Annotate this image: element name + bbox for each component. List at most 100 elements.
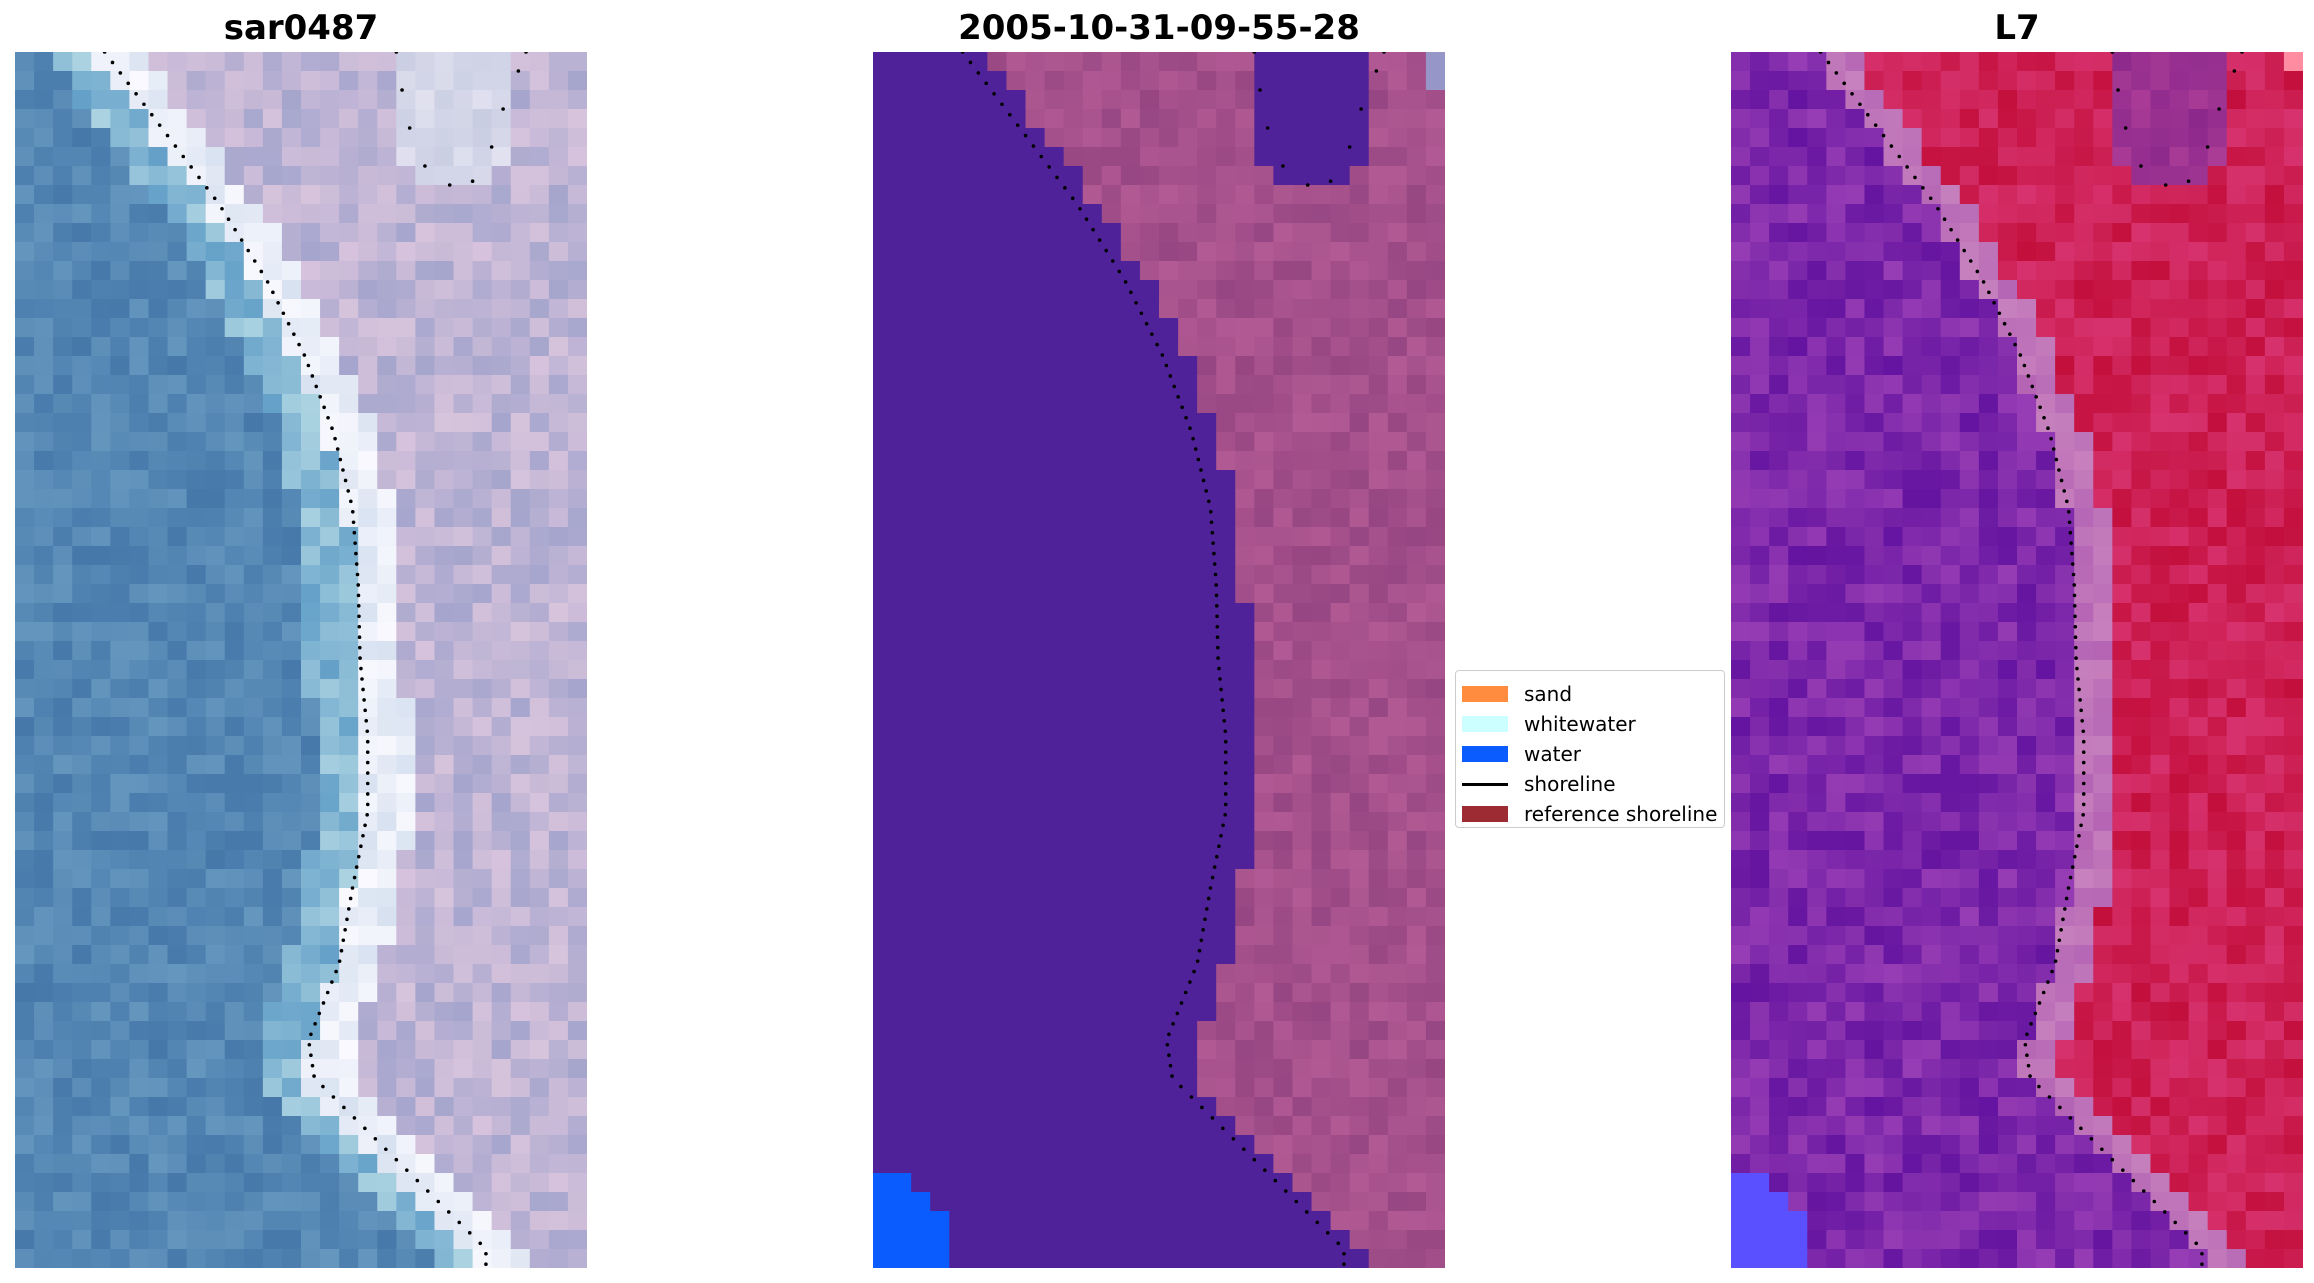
- ndwi-pixel: [1807, 356, 1827, 376]
- rgb-pixel: [301, 223, 321, 243]
- rgb-pixel: [148, 1135, 169, 1155]
- rgb-pixel: [491, 1135, 512, 1155]
- ndwi-pixel: [1845, 394, 1866, 414]
- ndwi-pixel: [2036, 52, 2056, 72]
- class-pixel: [1159, 1097, 1179, 1117]
- class-pixel: [873, 1021, 893, 1041]
- rgb-pixel: [510, 603, 531, 623]
- class-pixel: [1406, 603, 1427, 623]
- ndwi-pixel: [2055, 413, 2075, 433]
- rgb-pixel: [53, 717, 73, 737]
- rgb-pixel: [186, 470, 207, 490]
- rgb-pixel: [377, 641, 397, 661]
- shoreline-dot: [1212, 551, 1216, 556]
- class-pixel: [892, 394, 912, 414]
- class-pixel: [1235, 774, 1255, 794]
- class-pixel: [1330, 1249, 1351, 1268]
- rgb-pixel: [15, 1211, 35, 1231]
- ndwi-pixel: [2264, 337, 2285, 357]
- rgb-pixel: [167, 622, 188, 642]
- class-pixel: [1235, 223, 1255, 243]
- ndwi-pixel: [2169, 280, 2190, 300]
- rgb-pixel: [396, 565, 416, 585]
- rgb-pixel: [339, 337, 359, 357]
- ndwi-pixel: [2112, 584, 2132, 604]
- rgb-pixel: [529, 242, 550, 262]
- rgb-pixel: [396, 318, 416, 338]
- rgb-pixel: [110, 1230, 130, 1250]
- class-pixel: [1178, 1211, 1198, 1231]
- rgb-pixel: [72, 831, 92, 851]
- ndwi-pixel: [1940, 147, 1961, 167]
- rgb-pixel: [396, 356, 416, 376]
- rgb-pixel: [472, 831, 493, 851]
- class-pixel: [1178, 1154, 1198, 1174]
- rgb-pixel: [72, 432, 92, 452]
- class-pixel: [1273, 812, 1294, 832]
- class-pixel: [1101, 52, 1122, 72]
- ndwi-pixel: [1750, 565, 1770, 585]
- ndwi-pixel: [1978, 451, 1999, 471]
- rgb-pixel: [567, 812, 587, 832]
- ndwi-pixel: [1940, 242, 1961, 262]
- rgb-pixel: [72, 755, 92, 775]
- ndwi-pixel: [2150, 565, 2171, 585]
- shoreline-dot: [1205, 907, 1209, 911]
- class-pixel: [1330, 679, 1351, 699]
- class-pixel: [1349, 128, 1370, 148]
- class-pixel: [1368, 413, 1389, 433]
- class-pixel: [1311, 774, 1332, 794]
- rgb-pixel: [129, 261, 150, 281]
- class-pixel: [1406, 280, 1427, 300]
- class-pixel: [1044, 850, 1065, 870]
- rgb-pixel: [110, 945, 130, 965]
- class-pixel: [1101, 774, 1122, 794]
- class-pixel: [1349, 717, 1370, 737]
- class-pixel: [1235, 1192, 1255, 1212]
- ndwi-pixel: [1997, 603, 2018, 623]
- rgb-pixel: [224, 527, 245, 547]
- rgb-pixel: [320, 1059, 340, 1079]
- class-pixel: [1006, 945, 1027, 965]
- ndwi-pixel: [1902, 565, 1923, 585]
- ndwi-pixel: [2112, 603, 2132, 623]
- class-pixel: [1330, 1040, 1351, 1060]
- class-pixel: [1025, 109, 1046, 129]
- rgb-pixel: [567, 888, 587, 908]
- class-pixel: [873, 1059, 893, 1079]
- ndwi-pixel: [1883, 280, 1904, 300]
- rgb-pixel: [148, 527, 169, 547]
- ndwi-pixel: [1826, 565, 1846, 585]
- shoreline-dot: [246, 248, 251, 253]
- rgb-pixel: [548, 736, 569, 756]
- class-pixel: [1406, 299, 1427, 319]
- class-pixel: [1044, 1173, 1065, 1193]
- rgb-pixel: [510, 318, 531, 338]
- class-pixel: [1063, 527, 1084, 547]
- class-pixel: [1292, 755, 1313, 775]
- rgb-pixel: [91, 1230, 111, 1250]
- rgb-pixel: [186, 907, 207, 927]
- class-pixel: [1349, 831, 1370, 851]
- rgb-pixel: [434, 1078, 455, 1098]
- ndwi-pixel: [2226, 470, 2247, 490]
- ndwi-pixel: [2131, 52, 2152, 72]
- ndwi-pixel: [2207, 261, 2228, 281]
- rgb-pixel: [472, 793, 493, 813]
- class-pixel: [968, 660, 988, 680]
- ndwi-pixel: [2188, 451, 2209, 471]
- shoreline-dot: [1139, 311, 1144, 316]
- rgb-pixel: [358, 527, 378, 547]
- rgb-pixel: [415, 622, 436, 642]
- class-pixel: [1082, 1230, 1103, 1250]
- rgb-pixel: [34, 1021, 54, 1041]
- ndwi-pixel: [2150, 242, 2171, 262]
- rgb-pixel: [243, 356, 264, 376]
- rgb-pixel: [129, 850, 150, 870]
- class-pixel: [1120, 489, 1141, 509]
- rgb-pixel: [529, 641, 550, 661]
- ndwi-pixel: [2207, 242, 2228, 262]
- rgb-pixel: [148, 850, 169, 870]
- class-pixel: [1235, 888, 1255, 908]
- class-pixel: [1406, 166, 1427, 186]
